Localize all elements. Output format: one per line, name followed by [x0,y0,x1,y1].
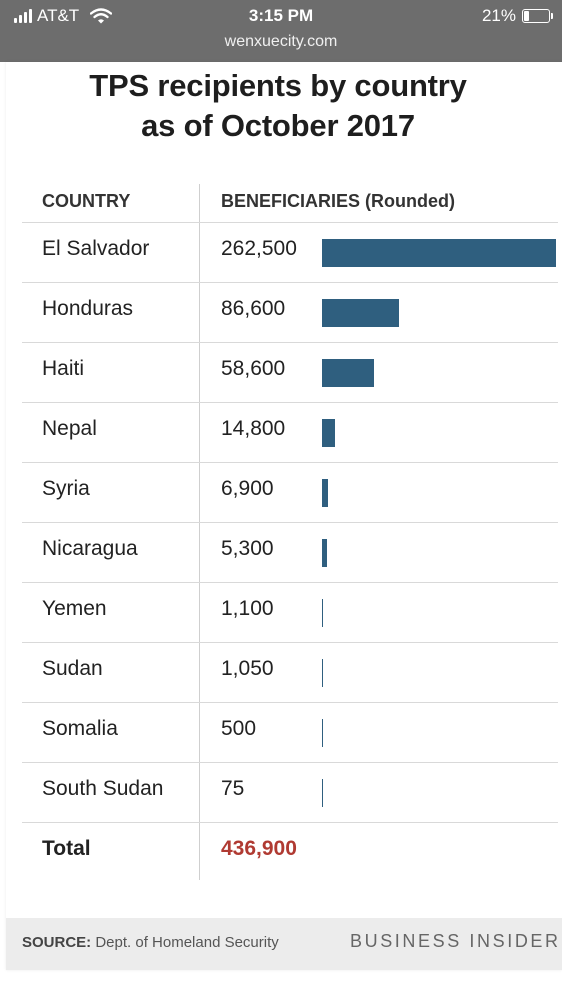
bar [322,719,323,747]
table-row: Syria 6,900 [22,462,558,522]
country-label: Haiti [42,357,85,380]
bar [322,779,323,807]
signal-strength-icon [14,9,32,23]
bar [322,299,400,327]
value-label: 75 [221,777,245,800]
battery-level-fill [524,11,529,21]
brand-logo-text: BUSINESS INSIDER [350,931,561,951]
status-left: AT&T [14,6,113,26]
value-label: 14,800 [221,417,286,440]
table-row: Sudan 1,050 [22,642,558,702]
carrier-name: AT&T [37,6,80,25]
bar [322,419,336,447]
battery-percent: 21% [481,6,516,25]
country-label: Nicaragua [42,537,138,560]
table-row: Nepal 14,800 [22,402,558,462]
bar [322,359,375,387]
country-label: Syria [42,477,90,500]
table-row: Yemen 1,100 [22,582,558,642]
country-label: Somalia [42,717,118,740]
table-row: El Salvador 262,500 [22,222,558,282]
total-label: Total [42,837,91,860]
value-label: 500 [221,717,257,740]
wifi-icon [90,8,113,24]
column-header-beneficiaries: BENEFICIARIES (Rounded) [221,191,455,211]
value-label: 1,050 [221,657,274,680]
value-label: 86,600 [221,297,286,320]
chart-title-line: as of October 2017 [141,108,415,143]
column-header-country: COUNTRY [42,191,131,211]
status-right: 21% [481,6,553,26]
chart-title: TPS recipients by country as of October 2… [0,66,556,146]
value-label: 6,900 [221,477,274,500]
bar [322,599,323,627]
value-label: 1,100 [221,597,274,620]
bar [322,239,556,267]
country-label: Sudan [42,657,103,680]
bar [322,659,323,687]
bar [322,479,329,507]
chart-footer: SOURCE: Dept. of Homeland Security BUSIN… [6,918,562,970]
chart-title-line: TPS recipients by country [89,68,467,103]
table-row: Nicaragua 5,300 [22,522,558,582]
source-label: SOURCE: [22,934,92,951]
source-text: Dept. of Homeland Security [95,934,279,951]
table-row: Somalia 500 [22,702,558,762]
country-label: Honduras [42,297,134,320]
table-row: Haiti 58,600 [22,342,558,402]
column-divider [199,184,200,880]
address-bar-url[interactable]: wenxuecity.com [224,33,338,50]
value-label: 5,300 [221,537,274,560]
total-row: Total 436,900 [22,822,558,882]
table-row: South Sudan 75 [22,762,558,822]
source-credit: SOURCE: Dept. of Homeland Security [22,934,279,951]
bar [322,539,327,567]
country-label: Yemen [42,597,107,620]
status-bar: AT&T 3:15 PM wenxuecity.com 21% [0,0,562,62]
value-label: 262,500 [221,237,297,260]
total-value: 436,900 [221,837,297,860]
country-label: El Salvador [42,237,150,260]
chart-card [6,62,562,970]
battery-icon [522,9,553,23]
value-label: 58,600 [221,357,286,380]
table-row: Honduras 86,600 [22,282,558,342]
country-label: Nepal [42,417,97,440]
country-label: South Sudan [42,777,164,800]
status-time: 3:15 PM [248,6,314,25]
